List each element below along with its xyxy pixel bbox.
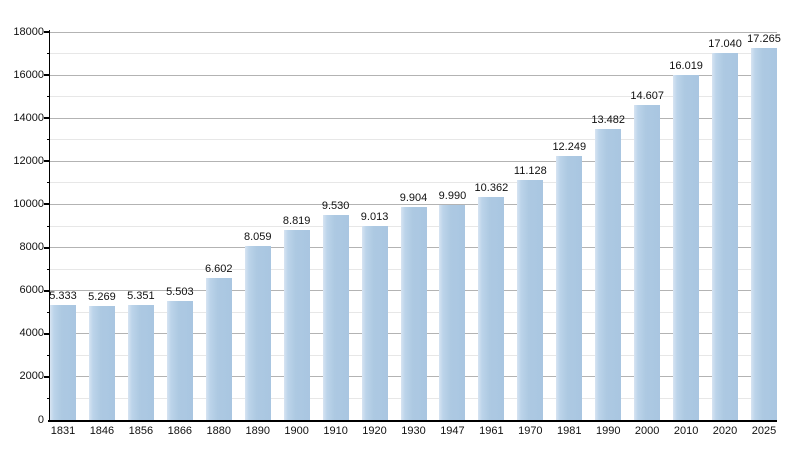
- y-tick-label: 4000: [19, 327, 44, 340]
- gridline-minor: [50, 96, 777, 98]
- x-tick-label: 1920: [362, 425, 387, 437]
- x-tick-label: 1910: [323, 425, 348, 437]
- y-tick-mark: [44, 203, 50, 206]
- bar-value-label: 9.990: [438, 189, 467, 202]
- bar-2010: [673, 74, 700, 420]
- y-tick-mark: [44, 74, 50, 77]
- x-tick-label: 1981: [557, 425, 582, 437]
- y-tick-label: 6000: [19, 284, 44, 297]
- bar-value-label: 8.059: [243, 231, 272, 244]
- bar-value-label: 9.904: [399, 191, 428, 204]
- x-tick-label: 1846: [89, 425, 115, 437]
- gridline-minor: [50, 53, 777, 55]
- bar-value-label: 6.602: [205, 262, 233, 275]
- x-tick-label: 1890: [245, 425, 270, 437]
- y-tick-label: 18000: [13, 25, 44, 38]
- bar-1970: [517, 180, 544, 420]
- gridline-major: [50, 74, 777, 76]
- x-tick-label: 2025: [751, 425, 777, 437]
- y-tick-label: 12000: [13, 154, 44, 167]
- x-tick-label: 1866: [167, 425, 193, 437]
- x-tick-label: 1970: [518, 425, 543, 437]
- bar-1890: [244, 246, 271, 420]
- bar-value-label: 12.249: [552, 140, 587, 153]
- y-tick-mark: [44, 289, 50, 292]
- gridline-major: [50, 31, 777, 33]
- bar-2000: [634, 105, 661, 420]
- y-tick-mark: [44, 246, 50, 249]
- x-tick-label: 1961: [479, 425, 504, 437]
- gridline-minor: [50, 139, 777, 141]
- y-tick-label: 10000: [13, 197, 44, 210]
- x-tick-label: 2020: [712, 425, 738, 437]
- y-tick-mark: [44, 117, 50, 120]
- bar-value-label: 13.482: [591, 114, 626, 127]
- bar-value-label: 17.265: [747, 32, 781, 45]
- y-tick-mark: [44, 332, 50, 335]
- x-tick-label: 1856: [128, 425, 154, 437]
- bar-1920: [361, 225, 388, 420]
- bar-1947: [439, 204, 466, 420]
- y-tick-label: 2000: [19, 370, 44, 383]
- bar-1910: [322, 214, 349, 420]
- bar-value-label: 17.040: [708, 37, 742, 50]
- y-tick-label: 14000: [13, 111, 44, 124]
- bar-1880: [205, 277, 232, 420]
- y-tick-label: 8000: [19, 241, 44, 254]
- gridline-major: [50, 203, 777, 205]
- x-tick-label: 1930: [401, 425, 426, 437]
- gridline-minor: [50, 182, 777, 184]
- bar-value-label: 16.019: [669, 59, 703, 72]
- bar-value-label: 14.607: [630, 90, 664, 103]
- bar-value-label: 5.351: [127, 289, 155, 302]
- x-tick-label: 1900: [284, 425, 309, 437]
- bar-value-label: 5.269: [88, 291, 116, 304]
- bar-value-label: 5.503: [166, 286, 194, 299]
- y-tick-label: 0: [37, 413, 44, 426]
- bar-value-label: 5.333: [49, 290, 77, 303]
- gridline-major: [50, 160, 777, 162]
- bar-1930: [400, 206, 427, 420]
- bar-value-label: 10.362: [474, 181, 509, 194]
- bar-value-label: 9.530: [321, 199, 350, 212]
- x-axis-line: [48, 420, 777, 422]
- y-tick-mark: [44, 160, 50, 163]
- bar-2020: [712, 52, 739, 420]
- x-tick-label: 1880: [206, 425, 231, 437]
- bar-1900: [283, 229, 310, 420]
- x-tick-label: 1831: [50, 425, 76, 437]
- bar-value-label: 8.819: [282, 214, 311, 227]
- bar-value-label: 9.013: [360, 210, 389, 223]
- bar-1961: [478, 196, 505, 420]
- bar-1866: [166, 301, 193, 420]
- x-tick-label: 2000: [634, 425, 660, 437]
- x-tick-label: 1947: [440, 425, 465, 437]
- gridline-major: [50, 117, 777, 119]
- y-tick-label: 16000: [13, 68, 44, 81]
- bar-1981: [556, 155, 583, 420]
- bar-2025: [751, 47, 777, 420]
- bar-1990: [595, 129, 622, 420]
- x-tick-label: 1990: [595, 425, 621, 437]
- y-axis-line: [48, 30, 50, 422]
- y-tick-mark: [44, 375, 50, 378]
- bar-1856: [127, 304, 154, 420]
- bar-1846: [88, 306, 115, 420]
- y-tick-mark: [44, 31, 50, 33]
- bar-1831: [50, 305, 76, 420]
- bar-value-label: 11.128: [513, 165, 547, 178]
- x-tick-label: 2010: [673, 425, 699, 437]
